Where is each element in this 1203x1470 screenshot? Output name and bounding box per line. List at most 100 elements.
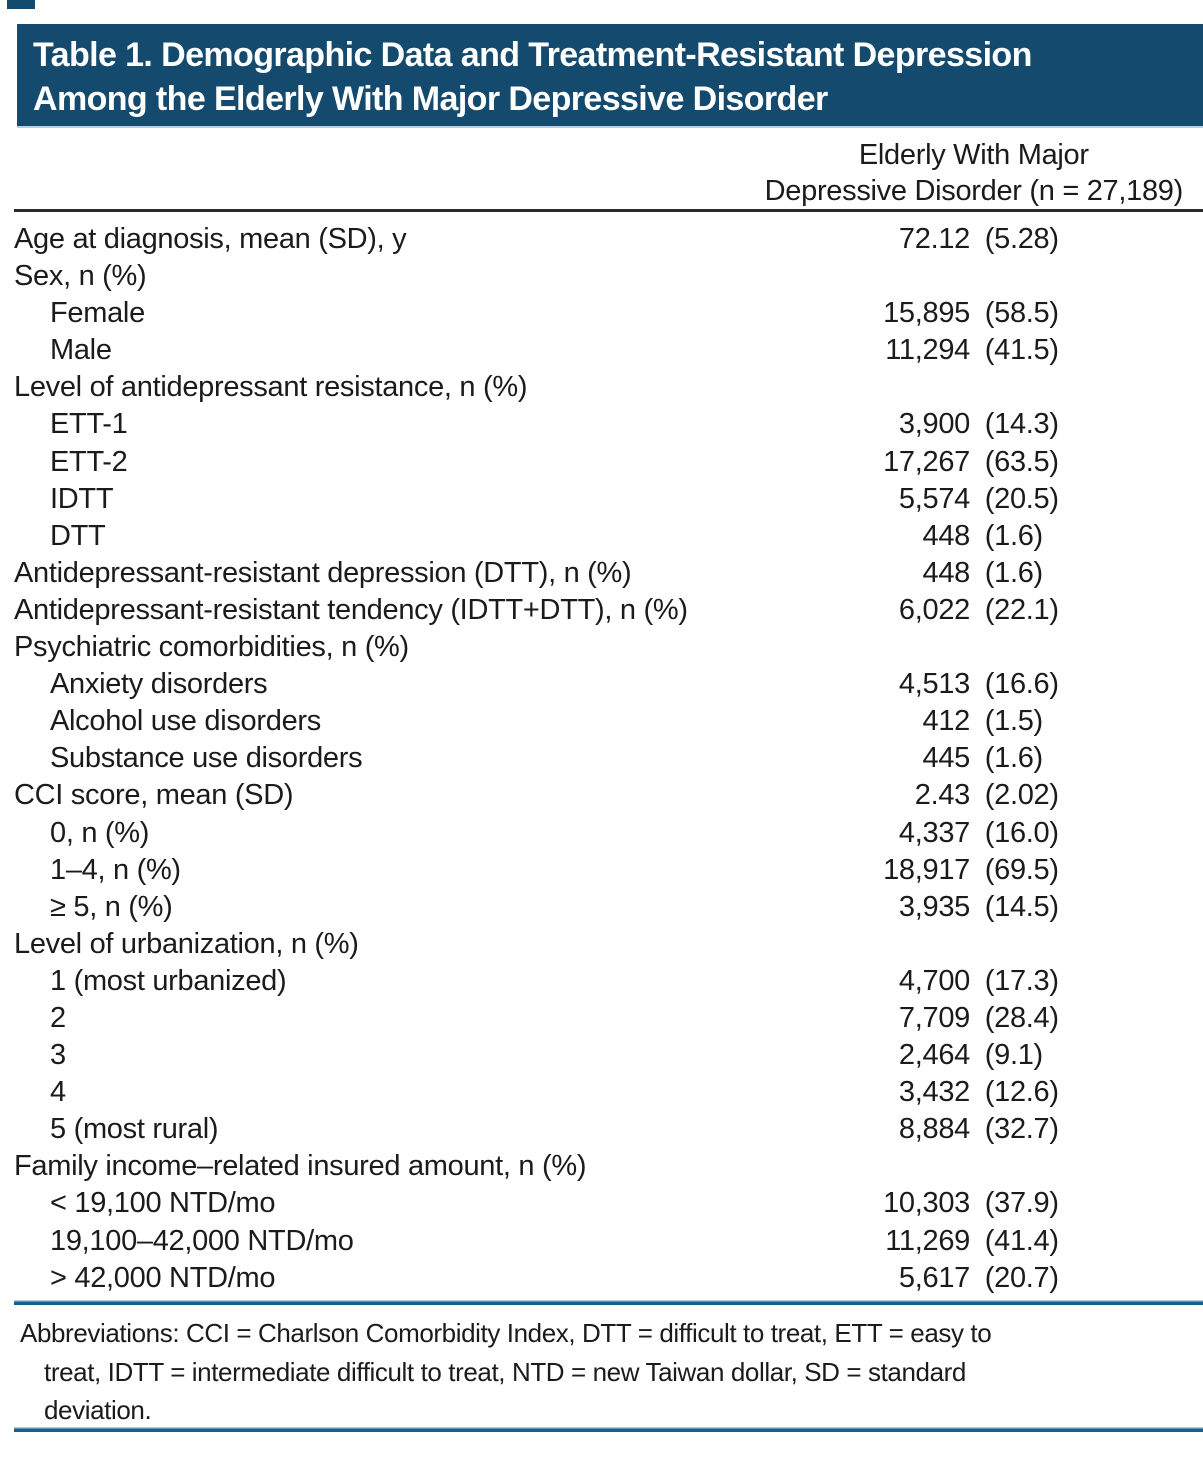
row-label: Antidepressant-resistant tendency (IDTT+… (14, 593, 688, 626)
row-value: 7,709 (28.4) (760, 1000, 1059, 1037)
row-label: Male (50, 334, 112, 367)
row-value-n: 4,337 (898, 816, 970, 849)
column-header-line2: Depressive Disorder (n = 27,189) (764, 175, 1184, 207)
table-row: 1–4, n (%) 18,917 (69.5) (14, 852, 1203, 889)
row-value-pct: (12.6) (984, 1076, 1059, 1109)
table-title-banner: Table 1. Demographic Data and Treatment-… (17, 24, 1203, 128)
row-value-pct: (32.7) (984, 1113, 1059, 1146)
row-value: 4,700 (17.3) (760, 963, 1059, 1000)
table-row: > 42,000 NTD/mo 5,617 (20.7) (14, 1260, 1203, 1297)
row-value-pct: (1.6) (984, 519, 1043, 552)
row-label: < 19,100 NTD/mo (50, 1187, 276, 1220)
row-value-pct: (9.1) (984, 1039, 1043, 1072)
row-value: 8,884 (32.7) (760, 1111, 1059, 1148)
row-value: 15,895 (58.5) (760, 295, 1059, 332)
row-value-n: 10,303 (883, 1187, 970, 1220)
row-value-n: 15,895 (883, 297, 970, 330)
row-label: Psychiatric comorbidities, n (%) (14, 631, 409, 664)
row-label: 4 (50, 1076, 66, 1109)
table-row: 4 3,432 (12.6) (14, 1074, 1203, 1111)
row-value-pct: (28.4) (984, 1001, 1059, 1034)
row-value-pct: (1.6) (984, 742, 1043, 775)
row-label: 0, n (%) (50, 816, 150, 849)
row-value: 3,900 (14.3) (760, 406, 1059, 443)
row-label: 5 (most rural) (50, 1113, 219, 1146)
row-label: Antidepressant-resistant depression (DTT… (14, 556, 632, 589)
row-value: 448 (1.6) (760, 555, 1044, 592)
row-value: 2.43 (2.02) (760, 777, 1059, 814)
row-value (760, 1148, 985, 1185)
row-value: 3,935 (14.5) (760, 889, 1059, 926)
row-value-n: 3,432 (898, 1076, 970, 1109)
row-value: 5,574 (20.5) (760, 481, 1059, 518)
row-value-n: 2.43 (914, 779, 971, 812)
row-value-pct: (41.4) (984, 1224, 1059, 1257)
row-value-pct: (37.9) (984, 1187, 1059, 1220)
table-row: Sex, n (%) (14, 258, 1203, 295)
table-row: 5 (most rural) 8,884 (32.7) (14, 1111, 1203, 1148)
table-row: ETT-2 17,267 (63.5) (14, 444, 1203, 481)
row-label: Family income–related insured amount, n … (14, 1150, 587, 1183)
row-value-n: 3,935 (898, 890, 970, 923)
row-value: 4,513 (16.6) (760, 666, 1059, 703)
table-row: IDTT 5,574 (20.5) (14, 481, 1203, 518)
row-value: 72.12 (5.28) (760, 221, 1059, 258)
table-row: Age at diagnosis, mean (SD), y 72.12 (5.… (14, 221, 1203, 258)
row-value-n: 3,900 (898, 408, 970, 441)
row-label: Sex, n (%) (14, 260, 147, 293)
footnote-rule-top (14, 1300, 1203, 1305)
row-value-pct: (14.5) (984, 890, 1059, 923)
row-value-n: 7,709 (898, 1001, 970, 1034)
row-value (760, 926, 985, 963)
table-row: Psychiatric comorbidities, n (%) (14, 629, 1203, 666)
table-row: ≥ 5, n (%) 3,935 (14.5) (14, 889, 1203, 926)
row-value-pct: (63.5) (984, 445, 1059, 478)
row-value-n: 17,267 (883, 445, 970, 478)
table-row: DTT 448 (1.6) (14, 518, 1203, 555)
row-value: 5,617 (20.7) (760, 1260, 1059, 1297)
row-value-pct: (41.5) (984, 334, 1059, 367)
row-label: Substance use disorders (50, 742, 363, 775)
row-label: 1–4, n (%) (50, 853, 181, 886)
row-value-pct: (17.3) (984, 964, 1059, 997)
bottom-rule (14, 1427, 1203, 1432)
table-row: < 19,100 NTD/mo 10,303 (37.9) (14, 1185, 1203, 1222)
table-title-line2: Among the Elderly With Major Depressive … (33, 80, 828, 118)
row-value-pct: (5.28) (984, 223, 1059, 255)
row-value: 11,269 (41.4) (760, 1223, 1059, 1260)
table-row: 3 2,464 (9.1) (14, 1037, 1203, 1074)
row-value-pct: (20.7) (984, 1261, 1059, 1294)
row-value-n: 2,464 (898, 1039, 970, 1072)
row-value-pct: (1.6) (984, 556, 1043, 589)
row-value: 10,303 (37.9) (760, 1185, 1059, 1222)
row-value-n: 5,574 (898, 482, 970, 515)
row-value-n: 18,917 (883, 853, 970, 886)
table-row: 0, n (%) 4,337 (16.0) (14, 815, 1203, 852)
table-row: 2 7,709 (28.4) (14, 1000, 1203, 1037)
row-value: 3,432 (12.6) (760, 1074, 1059, 1111)
footnote: Abbreviations: CCI = Charlson Comorbidit… (20, 1314, 1195, 1430)
row-value-n: 445 (922, 742, 971, 775)
row-value-pct: (20.5) (984, 482, 1059, 515)
row-label: Alcohol use disorders (50, 705, 321, 738)
table-row: Alcohol use disorders 412 (1.5) (14, 703, 1203, 740)
row-value-n: 448 (922, 519, 971, 552)
row-value-pct: (16.0) (984, 816, 1059, 849)
table-title-line1: Table 1. Demographic Data and Treatment-… (33, 36, 1032, 74)
table-row: Antidepressant-resistant depression (DTT… (14, 555, 1203, 592)
row-value-pct: (2.02) (984, 779, 1059, 812)
row-value-n: 4,700 (898, 964, 970, 997)
row-label: Level of urbanization, n (%) (14, 927, 359, 960)
table-row: Substance use disorders 445 (1.6) (14, 740, 1203, 777)
row-value: 17,267 (63.5) (760, 444, 1059, 481)
row-value-n: 6,022 (898, 593, 970, 626)
row-value: 4,337 (16.0) (760, 815, 1059, 852)
row-value: 11,294 (41.5) (760, 332, 1059, 369)
table-row: Female 15,895 (58.5) (14, 295, 1203, 332)
table-row: 19,100–42,000 NTD/mo 11,269 (41.4) (14, 1223, 1203, 1260)
row-value: 448 (1.6) (760, 518, 1044, 555)
row-label: 2 (50, 1001, 66, 1034)
footnote-line2: treat, IDTT = intermediate difficult to … (44, 1356, 966, 1387)
footnote-line1: Abbreviations: CCI = Charlson Comorbidit… (20, 1318, 992, 1348)
